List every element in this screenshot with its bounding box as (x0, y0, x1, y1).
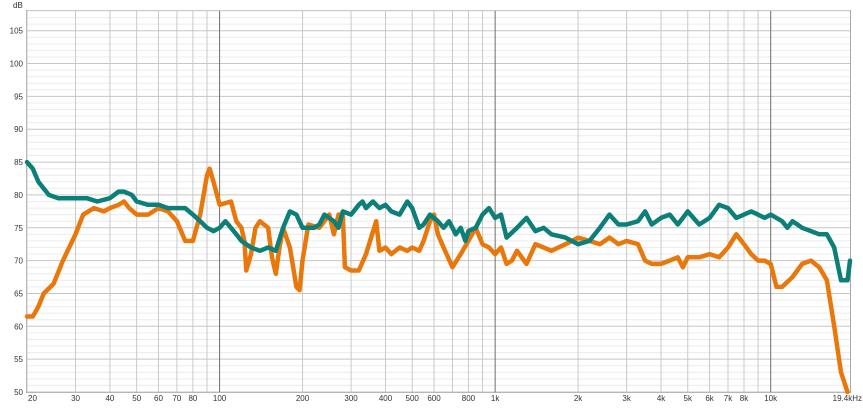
y-tick-label: 95 (14, 92, 23, 101)
y-tick-label: 100 (10, 60, 24, 69)
y-tick-labels: 50 55 60 65 70 75 80 85 90 95 100 105 (10, 27, 24, 397)
y-unit-label: dB (13, 1, 23, 10)
x-tick-label: 800 (462, 394, 476, 403)
x-tick-label: 7k (724, 394, 733, 403)
y-tick-label: 60 (14, 322, 23, 331)
y-tick-label: 50 (14, 388, 23, 397)
x-tick-label: 60 (154, 394, 163, 403)
x-tick-labels: 20 30 40 50 60 70 80 100 200 300 400 500 600 800 1k 2k 3… (28, 394, 862, 403)
y-tick-label: 55 (14, 355, 23, 364)
x-tick-label: 10k (764, 394, 778, 403)
x-tick-label: 50 (132, 394, 141, 403)
x-tick-label: 40 (105, 394, 114, 403)
x-tick-label: 4k (657, 394, 666, 403)
x-tick-label: 2k (574, 394, 583, 403)
x-tick-label: 300 (344, 394, 358, 403)
x-tick-label: 70 (172, 394, 181, 403)
x-tick-label: 200 (296, 394, 310, 403)
x-tick-label: 5k (684, 394, 693, 403)
x-tick-label: 20 (28, 394, 37, 403)
y-tick-label: 90 (14, 125, 23, 134)
series-line-1 (24, 166, 850, 395)
major-gridlines (27, 11, 850, 393)
x-tick-label: 600 (427, 394, 441, 403)
x-tick-label: 100 (213, 394, 227, 403)
x-tick-label: 500 (406, 394, 420, 403)
y-tick-label: 75 (14, 224, 23, 233)
series-line-2 (24, 159, 853, 283)
y-tick-label: 70 (14, 257, 23, 266)
x-tick-label: 19.4kHz (833, 394, 862, 403)
y-tick-label: 65 (14, 289, 23, 298)
x-tick-label: 3k (622, 394, 631, 403)
series-layer (24, 159, 853, 395)
x-tick-label: 1k (491, 394, 500, 403)
y-tick-label: 105 (10, 27, 24, 36)
x-tick-label: 8k (740, 394, 749, 403)
x-tick-label: 400 (379, 394, 393, 403)
y-tick-label: 80 (14, 191, 23, 200)
x-tick-label: 30 (71, 394, 80, 403)
x-tick-label: 80 (188, 394, 197, 403)
y-tick-label: 85 (14, 158, 23, 167)
x-tick-label: 6k (705, 394, 714, 403)
